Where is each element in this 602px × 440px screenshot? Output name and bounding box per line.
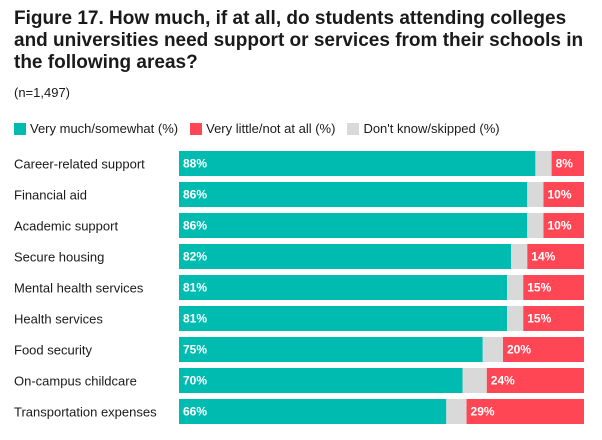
category-label-secure-housing: Secure housing [14,250,104,265]
chart-subtitle: (n=1,497) [14,85,71,100]
category-label-mental-health-services: Mental health services [14,281,144,296]
data-label-very-much-on-campus-childcare: 70% [183,374,207,388]
data-label-very-little-financial-aid: 10% [548,188,572,202]
bar-dont-know-financial-aid [527,182,544,207]
data-label-very-little-on-campus-childcare: 24% [491,374,515,388]
chart-area: Career-related support 88% 8% Financial aid… [0,145,602,440]
bar-dont-know-secure-housing [511,244,528,269]
bar-very-little-academic-support [543,213,584,238]
category-label-transportation-expenses: Transportation expenses [14,405,157,420]
data-label-very-little-academic-support: 10% [548,219,572,233]
bar-very-much-on-campus-childcare [179,368,463,393]
bar-very-much-secure-housing [179,244,512,269]
legend: Very much/somewhat (%) Very little/not a… [14,121,512,136]
data-label-very-much-academic-support: 86% [183,219,207,233]
bar-dont-know-career-related-support [535,151,552,176]
bar-dont-know-health-services [507,306,524,331]
bar-very-little-secure-housing [527,244,584,269]
data-label-very-much-transportation-expenses: 66% [183,405,207,419]
bar-very-little-on-campus-childcare [486,368,584,393]
category-label-academic-support: Academic support [14,219,118,234]
data-label-very-much-health-services: 81% [183,312,207,326]
legend-swatch-dont-know [347,122,360,135]
data-label-very-little-secure-housing: 14% [531,250,555,264]
bar-dont-know-academic-support [527,213,544,238]
bar-dont-know-transportation-expenses [446,399,467,424]
category-label-career-related-support: Career-related support [14,157,145,172]
bar-very-little-food-security [503,337,584,362]
data-label-very-much-mental-health-services: 81% [183,281,207,295]
data-label-very-much-secure-housing: 82% [183,250,207,264]
legend-swatch-very-much [14,122,26,135]
data-label-very-little-mental-health-services: 15% [527,281,551,295]
data-label-very-little-transportation-expenses: 29% [471,405,495,419]
bar-dont-know-food-security [482,337,503,362]
legend-label-dont-know: Don't know/skipped (%) [363,121,500,136]
bar-very-little-career-related-support [551,151,584,176]
bar-very-much-mental-health-services [179,275,508,300]
bar-very-much-food-security [179,337,483,362]
legend-swatch-very-little [190,122,203,135]
bar-very-little-mental-health-services [523,275,584,300]
bar-very-much-health-services [179,306,508,331]
data-label-very-little-health-services: 15% [527,312,551,326]
legend-item-very-little: Very little/not at all (%) [190,121,335,136]
data-label-very-little-career-related-support: 8% [556,157,574,171]
category-label-on-campus-childcare: On-campus childcare [14,374,137,389]
data-label-very-little-food-security: 20% [507,343,531,357]
chart-title: Figure 17. How much, if at all, do stude… [14,8,584,73]
legend-label-very-little: Very little/not at all (%) [206,121,336,136]
bar-very-little-health-services [523,306,584,331]
legend-label-very-much: Very much/somewhat (%) [30,121,179,136]
data-label-very-much-career-related-support: 88% [183,157,207,171]
bar-very-little-financial-aid [543,182,584,207]
bar-very-much-financial-aid [179,182,528,207]
bar-very-much-transportation-expenses [179,399,447,424]
data-label-very-much-financial-aid: 86% [183,188,207,202]
bar-dont-know-mental-health-services [507,275,524,300]
bar-dont-know-on-campus-childcare [462,368,487,393]
legend-item-dont-know: Don't know/skipped (%) [347,121,500,136]
bar-very-much-career-related-support [179,151,536,176]
category-label-health-services: Health services [14,312,103,327]
stacked-bar-chart: Career-related support 88% 8% Financial aid… [14,151,584,424]
legend-item-very-much: Very much/somewhat (%) [14,121,178,136]
bar-very-little-transportation-expenses [466,399,584,424]
bar-very-much-academic-support [179,213,528,238]
data-label-very-much-food-security: 75% [183,343,207,357]
category-label-financial-aid: Financial aid [14,188,87,203]
category-label-food-security: Food security [14,343,93,358]
